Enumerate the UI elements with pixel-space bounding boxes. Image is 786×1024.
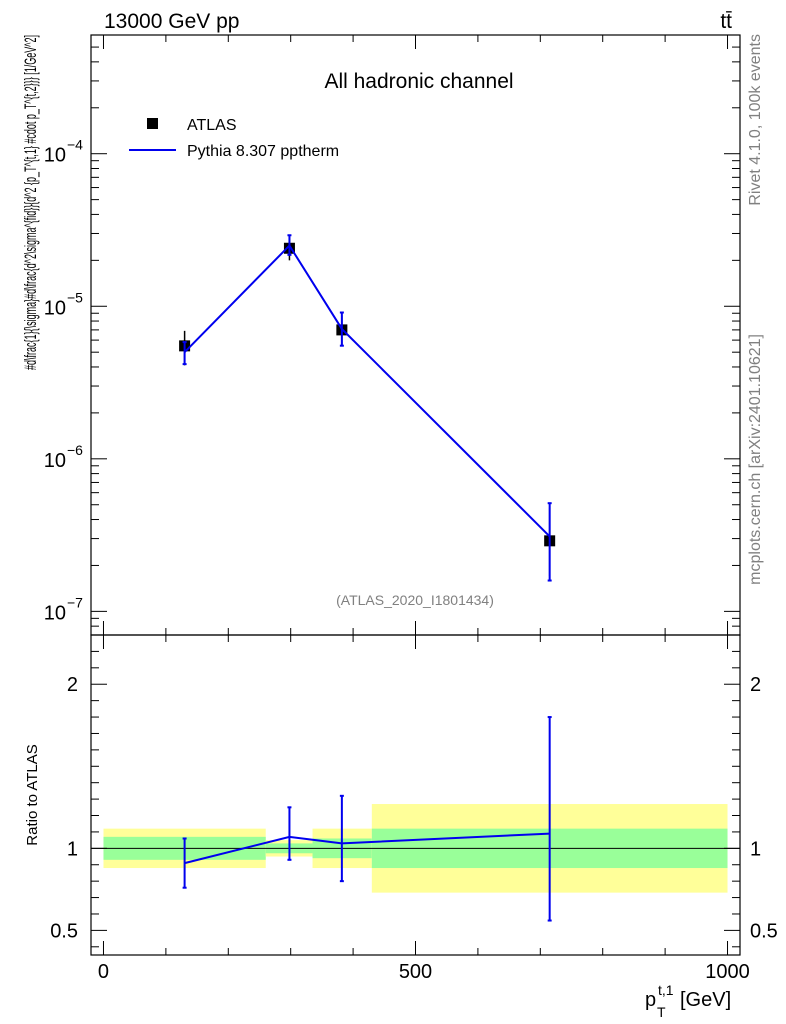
plot-title: All hadronic channel: [324, 70, 513, 93]
y-tick-label: 10 −7: [44, 594, 83, 624]
ratio-y-tick-label-right: 2: [750, 674, 761, 696]
legend-label-atlas: ATLAS: [187, 117, 237, 134]
y-tick-label-base: 10: [44, 145, 66, 167]
y-tick-label: 10 −5: [44, 289, 83, 319]
header-process-label: tt̄: [720, 10, 732, 33]
y-tick-label-exponent: −5: [67, 289, 83, 305]
ratio-y-tick-label-left: 0.5: [50, 920, 78, 942]
header-energy-label: 13000 GeV pp: [104, 10, 239, 33]
y-tick-label: 10 −4: [44, 137, 83, 167]
ratio-y-tick-label-right: 1: [750, 838, 761, 860]
main-panel: 10−710−610−510−4 All hadronic channel (A…: [21, 34, 741, 955]
x-tick-label: 1000: [705, 961, 750, 983]
x-axis-label-p: p: [645, 989, 656, 1011]
y-tick-label-exponent: −6: [67, 442, 83, 458]
y-tick-label-base: 10: [44, 297, 66, 319]
mcplots-url-label: mcplots.cern.ch [arXiv:2401.10621]: [747, 334, 764, 585]
legend: ATLAS Pythia 8.307 pptherm: [129, 117, 339, 160]
mc-line: [183, 243, 551, 538]
y-tick-label-exponent: −7: [67, 594, 83, 610]
analysis-id-label: (ATLAS_2020_I1801434): [336, 592, 494, 608]
x-axis-label: p T t,1 [GeV]: [645, 982, 731, 1020]
x-axis-label-unit: [GeV]: [680, 989, 731, 1011]
x-tick-label: 500: [399, 961, 432, 983]
ratio-data-layer: [91, 716, 740, 922]
x-axis-label-sup: t,1: [658, 982, 674, 998]
y-tick-label-exponent: −4: [67, 137, 83, 153]
main-data-layer: [179, 234, 556, 582]
x-axis-label-sub: T: [657, 1004, 666, 1020]
ratio-y-axis-label: Ratio to ATLAS: [24, 744, 41, 845]
legend-label-pythia: Pythia 8.307 pptherm: [187, 143, 339, 160]
y-tick-label-base: 10: [44, 450, 66, 472]
ratio-frame: [90, 634, 741, 956]
legend-marker-atlas: [147, 118, 158, 129]
y-axis-label: #d\frac{1}{\sigma}#d\frac{d^2\sigma^{fid…: [21, 35, 40, 370]
y-axis-label-text: #d\frac{1}{\sigma}#d\frac{d^2\sigma^{fid…: [21, 35, 40, 370]
rivet-version-label: Rivet 4.1.0, 100k events: [747, 34, 764, 206]
y-tick-label-base: 10: [44, 602, 66, 624]
ratio-y-tick-label-right: 0.5: [750, 920, 778, 942]
y-tick-label: 10 −6: [44, 442, 83, 472]
ratio-y-tick-label-left: 1: [67, 838, 78, 860]
main-axis-ticks: 10−710−610−510−4: [44, 35, 740, 955]
ratio-mc-line: [184, 832, 550, 865]
x-tick-label: 0: [98, 961, 109, 983]
ratio-y-tick-label-left: 2: [67, 674, 78, 696]
